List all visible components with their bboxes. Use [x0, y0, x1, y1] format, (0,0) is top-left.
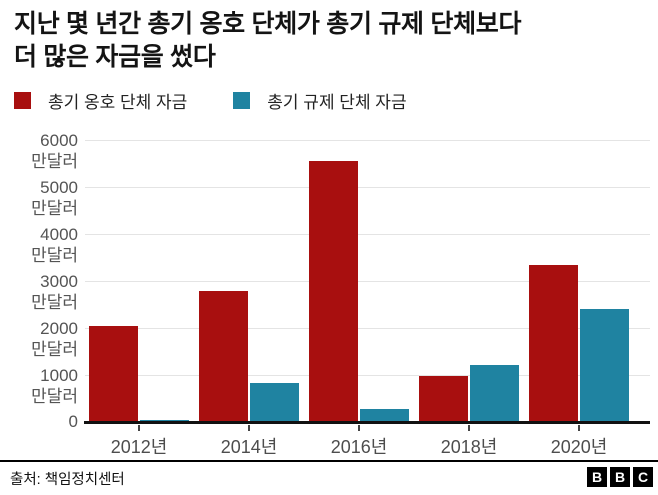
- gridline-4000: [85, 234, 650, 235]
- bar-2020년-series2: [580, 309, 629, 422]
- gridline-6000: [85, 140, 650, 141]
- y-tick-unit-5000: 만달러: [31, 199, 78, 218]
- bar-2014년-series2: [250, 382, 299, 422]
- gridline-1000: [85, 375, 650, 376]
- bbc-logo-letter-1: B: [587, 467, 607, 487]
- y-tick-label-5000: 5000 만달러: [2, 177, 78, 219]
- y-tick-label-1000: 1000 만달러: [2, 365, 78, 407]
- y-tick-unit-1000: 만달러: [31, 387, 78, 406]
- bar-2020년-series1: [529, 265, 578, 422]
- legend-label-advocacy: 총기 옹호 단체 자금: [48, 93, 188, 112]
- y-tick-label-6000: 6000 만달러: [2, 130, 78, 172]
- x-tick-mark-2020년: [578, 425, 580, 431]
- y-tick-unit-3000: 만달러: [31, 293, 78, 312]
- legend-item-control: 총기 규제 단체 자금: [233, 88, 407, 113]
- bar-2016년-series1: [309, 161, 358, 422]
- chart-title: 지난 몇 년간 총기 옹호 단체가 총기 규제 단체보다 더 많은 자금을 썼다: [14, 8, 521, 74]
- x-tick-label-2014년: 2014년: [220, 437, 278, 457]
- bbc-logo-letter-2: B: [610, 467, 630, 487]
- y-tick-value-6000: 6000: [40, 131, 78, 150]
- x-tick-label-2012년: 2012년: [110, 437, 168, 457]
- legend-label-control: 총기 규제 단체 자금: [267, 93, 407, 112]
- gridline-3000: [85, 281, 650, 282]
- bar-2014년-series1: [199, 291, 248, 422]
- gridline-2000: [85, 328, 650, 329]
- bar-2012년-series1: [89, 325, 138, 422]
- bar-2012년-series2: [140, 419, 189, 422]
- x-tick-label-2020년: 2020년: [550, 437, 608, 457]
- y-tick-label-4000: 4000 만달러: [2, 224, 78, 266]
- bbc-logo-letter-3: C: [633, 467, 653, 487]
- footer-divider: [0, 460, 658, 462]
- y-tick-value-3000: 3000: [40, 272, 78, 291]
- y-tick-value-1000: 1000: [40, 366, 78, 385]
- x-tick-mark-2016년: [358, 425, 360, 431]
- y-tick-unit-4000: 만달러: [31, 246, 78, 265]
- x-tick-mark-2012년: [138, 425, 140, 431]
- x-tick-label-2016년: 2016년: [330, 437, 388, 457]
- y-tick-label-0: 0: [68, 412, 78, 431]
- legend-swatch-advocacy-icon: [14, 92, 31, 109]
- gridline-5000: [85, 187, 650, 188]
- x-tick-mark-2014년: [248, 425, 250, 431]
- y-tick-value-5000: 5000: [40, 178, 78, 197]
- x-tick-mark-2018년: [468, 425, 470, 431]
- bar-2016년-series2: [360, 408, 409, 422]
- y-tick-value-2000: 2000: [40, 319, 78, 338]
- bar-2018년-series1: [419, 375, 468, 422]
- chart-title-line1: 지난 몇 년간 총기 옹호 단체가 총기 규제 단체보다: [14, 10, 522, 38]
- source-credit: 출처: 책임정치센터: [10, 472, 125, 488]
- y-tick-value-4000: 4000: [40, 225, 78, 244]
- x-axis-line: [84, 421, 650, 424]
- x-tick-label-2018년: 2018년: [440, 437, 498, 457]
- y-tick-unit-6000: 만달러: [31, 152, 78, 171]
- bar-2018년-series2: [470, 365, 519, 422]
- legend-item-advocacy: 총기 옹호 단체 자금: [14, 88, 187, 113]
- chart-legend: 총기 옹호 단체 자금 총기 규제 단체 자금: [14, 88, 407, 113]
- bbc-logo: B B C: [587, 467, 653, 487]
- chart-title-line2: 더 많은 자금을 썼다: [14, 43, 216, 71]
- legend-swatch-control-icon: [233, 92, 251, 109]
- y-tick-unit-2000: 만달러: [31, 340, 78, 359]
- y-tick-label-3000: 3000 만달러: [2, 271, 78, 313]
- y-tick-label-2000: 2000 만달러: [2, 318, 78, 360]
